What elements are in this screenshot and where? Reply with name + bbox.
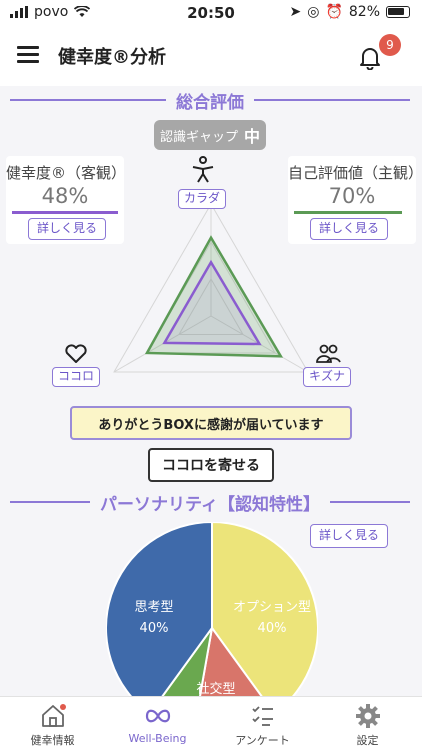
- gear-icon: [356, 704, 380, 728]
- wifi-icon: [74, 6, 91, 17]
- pie-label-thinking-value: 40%: [139, 621, 169, 636]
- tab-well-being-label: Well-Being: [128, 732, 187, 745]
- objective-value: 48%: [41, 184, 89, 208]
- menu-icon[interactable]: [17, 46, 39, 64]
- personality-section-header: パーソナリティ【認知特性】: [10, 488, 411, 516]
- pie-label-option-name: オプション型: [232, 600, 311, 615]
- status-right: ➤ ◎ ⏰ 82%: [289, 4, 410, 20]
- lock-rotation-icon: ◎: [307, 4, 320, 20]
- pie-label-thinking: 思考型 40%: [126, 596, 182, 636]
- tab-survey-label: アンケート: [235, 734, 290, 747]
- gap-label: 認識ギャップ: [159, 129, 238, 145]
- tab-settings-label: 設定: [356, 734, 379, 747]
- objective-score-card: 健幸度®（客観） 48% 詳しく見る: [6, 156, 127, 244]
- body-icon: [192, 156, 214, 183]
- radar-subjective-polygon: [144, 235, 284, 358]
- objective-label: 健幸度®（客観）: [6, 164, 127, 182]
- tab-health-info-label: 健幸情報: [30, 734, 75, 747]
- subjective-label: 自己評価値（主観）: [288, 164, 422, 182]
- pie-slice-social: [198, 625, 263, 696]
- main-content: 総合評価 認識ギャップ 中 健幸度®（客観） 48% 詳しく見る 自己評価値（主…: [0, 86, 422, 696]
- tab-survey[interactable]: アンケート: [210, 697, 315, 751]
- recognition-gap-pill: 認識ギャップ 中: [154, 120, 266, 150]
- overall-section-header: 総合評価: [10, 86, 410, 114]
- subjective-color-bar: [294, 211, 402, 214]
- alarm-icon: ⏰: [325, 4, 343, 20]
- radar-objective-polygon: [162, 259, 262, 346]
- personality-pie-chart: [106, 522, 318, 696]
- infinity-icon: [145, 709, 171, 723]
- axis-label-body: カラダ: [178, 189, 227, 209]
- send-heart-button[interactable]: ココロを寄せる: [148, 448, 274, 482]
- heart-icon: [65, 344, 87, 363]
- page-title: 健幸度®分析: [58, 47, 166, 68]
- thanks-box-notice[interactable]: ありがとうBOXに感謝が届いています: [70, 406, 352, 440]
- pie-slice-thinking: [106, 522, 213, 696]
- location-icon: ➤: [289, 4, 302, 20]
- tab-well-being[interactable]: Well-Being: [105, 697, 210, 751]
- bell-icon[interactable]: [357, 44, 383, 70]
- radar-grid-ring: [178, 278, 244, 335]
- axis-label-bond: キズナ: [303, 367, 352, 387]
- subjective-detail-button[interactable]: 詳しく見る: [310, 218, 389, 240]
- pie-label-option: オプション型 40%: [226, 596, 318, 636]
- battery-percent: 82%: [348, 4, 380, 20]
- battery-icon: [386, 6, 410, 18]
- radar-chart: [113, 202, 309, 373]
- people-icon: [316, 344, 341, 363]
- status-bar: povo 20:50 ➤ ◎ ⏰ 82%: [0, 0, 422, 26]
- carrier-name: povo: [34, 4, 69, 20]
- home-icon: [42, 704, 66, 727]
- objective-detail-button[interactable]: 詳しく見る: [28, 218, 107, 240]
- subjective-score-card: 自己評価値（主観） 70% 詳しく見る: [288, 156, 422, 244]
- objective-color-bar: [12, 211, 118, 214]
- tab-bar: 健幸情報 Well-Being アンケート 設定: [0, 696, 422, 750]
- status-left: povo: [10, 4, 91, 20]
- personality-heading: パーソナリティ【認知特性】: [100, 494, 320, 515]
- checklist-icon: [252, 706, 273, 726]
- pie-label-option-value: 40%: [257, 621, 287, 636]
- signal-icon: [10, 6, 28, 18]
- overall-heading: 総合評価: [176, 92, 244, 113]
- pie-label-thinking-name: 思考型: [134, 600, 174, 615]
- tab-settings[interactable]: 設定: [315, 697, 420, 751]
- notification-badge: 9: [379, 34, 401, 56]
- tab-health-info[interactable]: 健幸情報: [0, 697, 105, 751]
- axis-label-mind: ココロ: [52, 367, 101, 387]
- gap-value: 中: [244, 127, 261, 146]
- personality-detail-button[interactable]: 詳しく見る: [310, 524, 389, 548]
- radar-grid-ring: [113, 202, 309, 373]
- subjective-value: 70%: [328, 184, 376, 208]
- app-bar: 健幸度®分析 9: [0, 26, 422, 86]
- status-time: 20:50: [187, 4, 235, 22]
- pie-label-social: 社交型: [196, 682, 236, 696]
- pie-slice-option: [211, 522, 318, 696]
